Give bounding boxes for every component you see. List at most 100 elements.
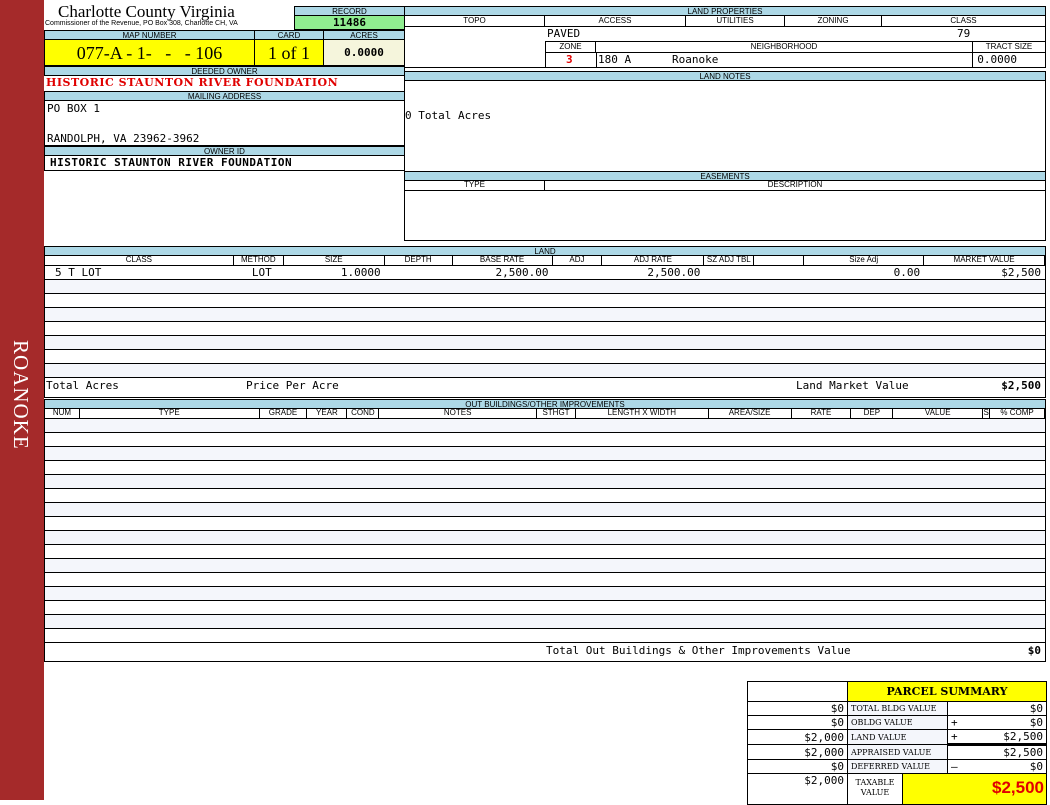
outbuildings-column-header: VALUE <box>893 408 984 418</box>
topo-label: TOPO <box>405 16 545 26</box>
outbuildings-row <box>45 545 1045 559</box>
land-cell <box>704 266 754 279</box>
summary-row: $0 TOTAL BLDG VALUE $0 <box>747 701 1047 716</box>
zone-label: ZONE <box>546 42 596 52</box>
summary-row: $2,000 APPRAISED VALUE $2,500 <box>747 743 1047 760</box>
land-row <box>45 280 1045 294</box>
outbuildings-table: NUM TYPE GRADE YEAR COND NOTES STHGT LENGTH X W… <box>44 408 1046 662</box>
page-title: Charlotte County Virginia <box>58 2 235 21</box>
neighborhood-label: NEIGHBORHOOD <box>596 42 973 52</box>
address-line-1: PO BOX 1 <box>47 102 100 115</box>
land-row <box>45 336 1045 350</box>
easement-description-label: DESCRIPTION <box>767 180 823 189</box>
outbuildings-label: OUT BUILDINGS/OTHER IMPROVEMENTS <box>44 399 1046 409</box>
outbuildings-total: $0 <box>1027 644 1041 657</box>
easement-type-label: TYPE <box>405 180 545 190</box>
outbuildings-column-header: NOTES <box>379 408 538 418</box>
land-column-header: METHOD <box>234 255 284 265</box>
zoning-label: ZONING <box>785 16 882 26</box>
summary-value: $2,500 <box>960 743 1047 760</box>
page-subtitle: Commissioner of the Revenue, PO Box 308,… <box>45 20 238 27</box>
access-label: ACCESS <box>545 16 686 26</box>
outbuildings-row <box>45 419 1045 433</box>
land-column-header: ADJ RATE <box>602 255 705 265</box>
owner-id: HISTORIC STAUNTON RIVER FOUNDATION <box>44 155 405 171</box>
outbuildings-column-header: % COMP <box>990 408 1045 418</box>
summary-value: $0 <box>960 701 1047 716</box>
record-number: 11486 <box>294 15 405 30</box>
summary-row: $0 OBLDG VALUE + $0 <box>747 715 1047 730</box>
outbuildings-row <box>45 489 1045 503</box>
outbuildings-column-header: AREA/SIZE <box>709 408 792 418</box>
outbuildings-column-header: NUM <box>45 408 80 418</box>
summary-row: $2,000 LAND VALUE + $2,500 <box>747 729 1047 745</box>
outbuildings-row <box>45 503 1045 517</box>
summary-operator <box>946 743 961 760</box>
land-column-header: DEPTH <box>385 255 453 265</box>
land-row <box>45 294 1045 308</box>
land-column-header: BASE RATE <box>453 255 553 265</box>
land-column-header: SIZE <box>284 255 385 265</box>
district-sidebar: ROANOKE <box>0 0 44 800</box>
neighborhood-code: 180 A <box>598 53 632 66</box>
summary-label: APPRAISED VALUE <box>847 744 948 760</box>
land-market-value-label: Land Market Value <box>796 379 909 392</box>
outbuildings-column-header: COND <box>347 408 380 418</box>
access-value: PAVED <box>547 27 581 40</box>
class-label: CLASS <box>950 16 977 25</box>
acres-value: 0.0000 <box>323 39 405 66</box>
land-notes: 0 Total Acres <box>404 80 1046 172</box>
land-table: CLASS METHOD SIZE DEPTH BASE RATE ADJ ADJ RATE… <box>44 255 1046 398</box>
card-number: 1 of 1 <box>254 39 324 66</box>
summary-label: OBLDG VALUE <box>847 715 948 730</box>
easements-table: TYPE DESCRIPTION <box>404 180 1046 241</box>
outbuildings-column-header: DEP <box>851 408 894 418</box>
utilities-label: UTILITIES <box>686 16 785 26</box>
summary-value: $0 <box>960 715 1047 730</box>
outbuildings-row <box>45 517 1045 531</box>
prior-value: $2,000 <box>747 729 848 745</box>
summary-operator: + <box>946 715 961 730</box>
prior-value: $0 <box>747 701 848 716</box>
land-cell: 5 T LOT <box>55 266 102 279</box>
taxable-value-label: TAXABLE VALUE <box>848 774 903 804</box>
price-per-acre-label: Price Per Acre <box>246 379 339 392</box>
outbuildings-column-header: TYPE <box>80 408 260 418</box>
tract-size-label: TRACT SIZE <box>985 42 1033 51</box>
outbuildings-column-header: STHGT <box>537 408 576 418</box>
outbuildings-column-header: LENGTH X WIDTH <box>576 408 709 418</box>
land-cell: $2,500 <box>1001 266 1041 279</box>
outbuildings-row <box>45 531 1045 545</box>
prior-value: $0 <box>747 715 848 730</box>
map-number: 077-A - 1- - - 106 <box>44 39 255 66</box>
outbuildings-column-header: YEAR <box>307 408 348 418</box>
land-cell: 2,500.00 <box>495 266 549 279</box>
prior-value: $0 <box>747 759 848 774</box>
outbuildings-column-header: GRADE <box>260 408 308 418</box>
outbuildings-row <box>45 559 1045 573</box>
land-properties: TOPO ACCESS UTILITIES ZONING CLASS PAVED… <box>404 15 1046 68</box>
land-column-header <box>754 255 805 265</box>
summary-row: $0 DEFERRED VALUE – $0 <box>747 759 1047 774</box>
outbuildings-row <box>45 461 1045 475</box>
land-column-header: SZ ADJ TBL <box>704 255 755 265</box>
neighborhood-name: Roanoke <box>672 53 719 66</box>
summary-operator <box>946 701 961 716</box>
land-cell <box>552 266 602 279</box>
outbuildings-row <box>45 447 1045 461</box>
district-label: ROANOKE <box>9 340 33 450</box>
outbuildings-row <box>45 601 1045 615</box>
summary-label: TOTAL BLDG VALUE <box>847 701 948 716</box>
address-line-2: RANDOLPH, VA 23962-3962 <box>47 132 200 145</box>
land-cell: 1.0000 <box>340 266 381 279</box>
land-market-value: $2,500 <box>1001 379 1041 392</box>
outbuildings-row <box>45 615 1045 629</box>
prior-value: $2,000 <box>747 744 848 760</box>
land-column-header: ADJ <box>553 255 603 265</box>
outbuildings-row <box>45 475 1045 489</box>
summary-operator: – <box>946 759 961 774</box>
summary-label: LAND VALUE <box>847 729 948 745</box>
outbuildings-row <box>45 433 1045 447</box>
summary-operator: + <box>946 729 961 745</box>
land-row <box>45 364 1045 378</box>
